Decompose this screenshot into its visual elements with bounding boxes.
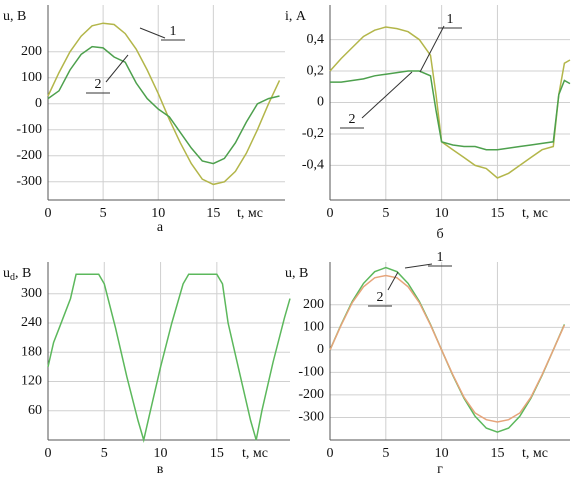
y-tick-label: 180 bbox=[21, 344, 42, 359]
y-tick-label: 0,2 bbox=[307, 63, 325, 78]
y-tick-label: 300 bbox=[21, 286, 42, 301]
x-tick-label: 10 bbox=[151, 206, 165, 221]
series-line bbox=[47, 45, 280, 165]
y-tick-label: 0 bbox=[317, 342, 324, 357]
y-tick-label: -200 bbox=[16, 148, 42, 163]
y-tick-label: 60 bbox=[28, 403, 42, 418]
y-tick-label: -0,4 bbox=[302, 158, 324, 173]
y-tick-label: -0,2 bbox=[302, 126, 324, 141]
panel-caption: а bbox=[157, 220, 164, 235]
y-label-unit: , В bbox=[15, 266, 31, 281]
series-line bbox=[329, 26, 571, 179]
x-axis-label: t, мс bbox=[522, 446, 548, 461]
y-axis-label: u, В bbox=[3, 9, 26, 24]
x-tick-label: 5 bbox=[100, 206, 107, 221]
x-tick-label: 0 bbox=[45, 206, 52, 221]
y-tick-label: -300 bbox=[298, 410, 324, 425]
series-line bbox=[330, 70, 571, 151]
x-tick-label: 0 bbox=[327, 206, 334, 221]
x-tick-label: 10 bbox=[154, 446, 168, 461]
y-axis-label: i, А bbox=[285, 9, 307, 24]
y-axis-label: u, В bbox=[285, 266, 308, 281]
x-tick-label: 10 bbox=[435, 446, 449, 461]
leader-line bbox=[361, 71, 413, 119]
x-tick-label: 15 bbox=[210, 446, 224, 461]
y-label-text: u bbox=[3, 266, 10, 281]
y-tick-label: 200 bbox=[21, 44, 42, 59]
series-label: 2 bbox=[377, 290, 384, 305]
x-axis-label: t, мс bbox=[237, 206, 263, 221]
x-tick-label: 5 bbox=[101, 446, 108, 461]
y-tick-label: 240 bbox=[21, 315, 42, 330]
panel-caption: г bbox=[437, 462, 443, 477]
y-tick-label: -100 bbox=[16, 122, 42, 137]
leader-line bbox=[139, 27, 166, 39]
series-line bbox=[47, 273, 291, 443]
leader-line bbox=[419, 25, 445, 73]
series-line bbox=[47, 22, 281, 186]
y-tick-label: 100 bbox=[21, 70, 42, 85]
y-label-subscript: d bbox=[10, 272, 15, 283]
panel-caption: в bbox=[157, 462, 164, 477]
series-label: 1 bbox=[447, 12, 454, 27]
x-tick-label: 5 bbox=[382, 446, 389, 461]
x-axis-label: t, мс bbox=[242, 446, 268, 461]
x-tick-label: 5 bbox=[382, 206, 389, 221]
y-tick-label: 0 bbox=[317, 95, 324, 110]
y-axis-label: ud, В bbox=[3, 266, 31, 283]
y-label-text: i, А bbox=[285, 9, 307, 24]
y-label-text: u, В bbox=[285, 266, 308, 281]
y-tick-label: 0,4 bbox=[307, 32, 325, 47]
y-label-text: u, В bbox=[3, 9, 26, 24]
leader-line bbox=[387, 271, 399, 291]
series-line bbox=[329, 274, 566, 423]
y-tick-label: 200 bbox=[303, 297, 324, 312]
y-tick-label: 100 bbox=[303, 320, 324, 335]
leader-line bbox=[105, 54, 129, 83]
y-tick-label: 120 bbox=[21, 374, 42, 389]
y-tick-label: -300 bbox=[16, 174, 42, 189]
series-label: 2 bbox=[349, 112, 356, 127]
y-tick-label: -200 bbox=[298, 387, 324, 402]
x-axis-label: t, мс bbox=[522, 206, 548, 221]
series-label: 1 bbox=[170, 24, 177, 39]
series-label: 2 bbox=[95, 77, 102, 92]
x-tick-label: 0 bbox=[45, 446, 52, 461]
y-tick-label: -100 bbox=[298, 365, 324, 380]
x-tick-label: 10 bbox=[435, 206, 449, 221]
series-label: 1 bbox=[437, 250, 444, 265]
x-tick-label: 15 bbox=[490, 446, 504, 461]
panel-caption: б bbox=[436, 227, 443, 242]
y-tick-label: 0 bbox=[35, 96, 42, 111]
x-tick-label: 15 bbox=[206, 206, 220, 221]
leader-line bbox=[404, 263, 433, 269]
x-tick-label: 0 bbox=[327, 446, 334, 461]
x-tick-label: 15 bbox=[490, 206, 504, 221]
